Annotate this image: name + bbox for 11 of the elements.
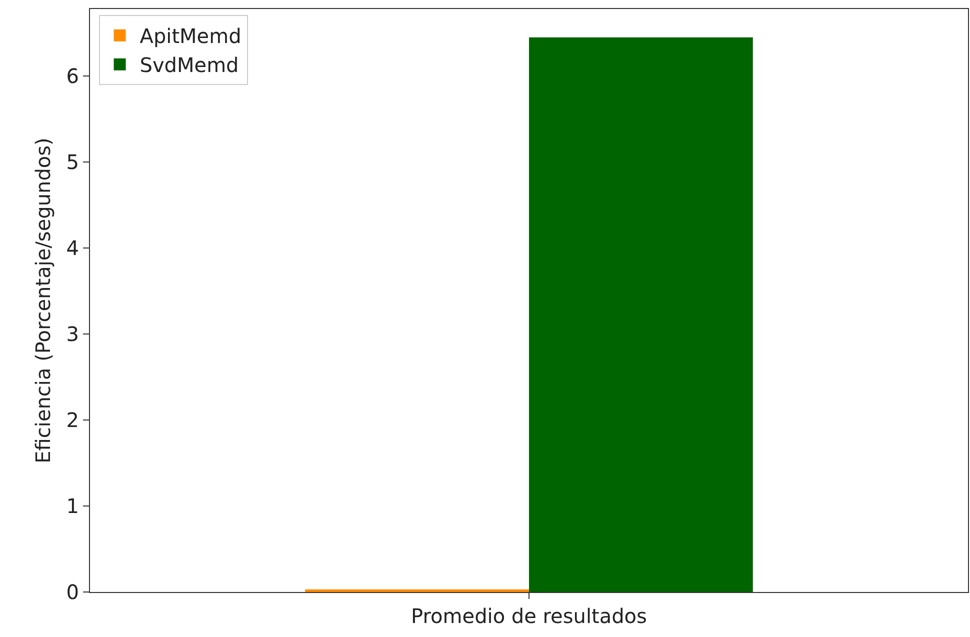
- y-axis-title: Eficiencia (Porcentaje/segundos): [30, 138, 55, 464]
- x-tick-label: Promedio de resultados: [411, 604, 647, 628]
- y-tick-label: 4: [66, 236, 79, 260]
- y-tick-label: 6: [66, 64, 79, 88]
- y-tick-label: 5: [66, 150, 79, 174]
- y-tick-label: 1: [66, 494, 79, 518]
- y-tick-label: 2: [66, 408, 79, 432]
- legend-label: SvdMemd: [140, 53, 239, 78]
- y-tick-label: 0: [66, 580, 79, 604]
- legend-label: ApitMemd: [140, 24, 242, 48]
- y-tick-label: 3: [66, 322, 79, 346]
